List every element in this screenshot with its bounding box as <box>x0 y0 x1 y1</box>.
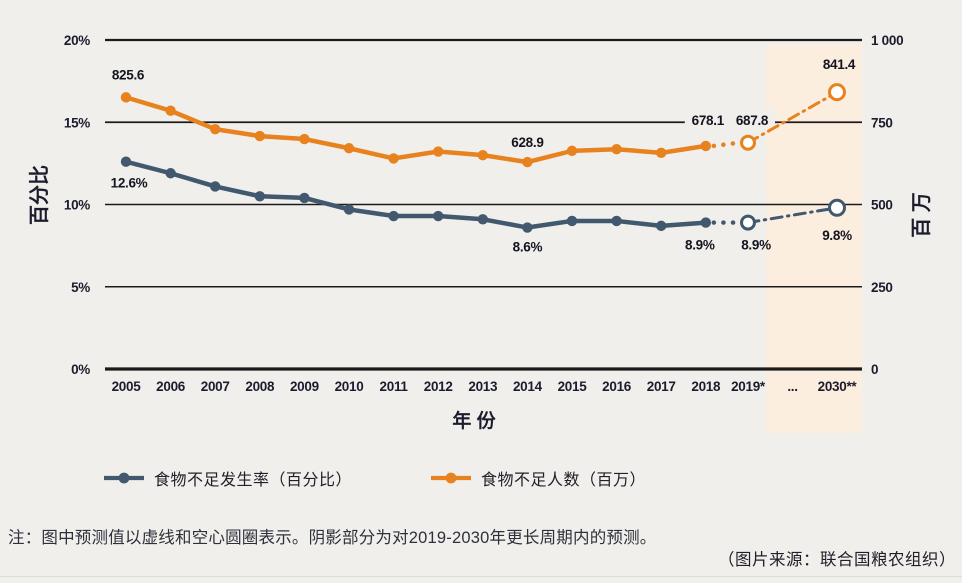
image-source-credit: （图片来源：联合国粮农组织） <box>718 551 956 569</box>
series-undernourished-number-label-2019*: 687.8 <box>736 113 769 128</box>
series-undernourishment-rate-label-2030**: 9.8% <box>822 228 852 243</box>
series-undernourished-number-label-2005: 825.6 <box>112 67 145 82</box>
series-undernourished-number-line <box>125 95 707 165</box>
y-left-tick-5%: 5% <box>71 280 90 295</box>
series-undernourishment-rate-label-2014: 8.6% <box>513 240 543 255</box>
legend-item-undernourished-number: 食物不足人数（百万） <box>430 466 646 490</box>
series-undernourishment-rate-point-2008 <box>254 191 265 202</box>
series-undernourished-number-point-2006 <box>165 105 176 116</box>
data-label-bg <box>729 109 775 125</box>
y-left-tick-0%: 0% <box>71 362 90 377</box>
series-undernourishment-rate-point-2018 <box>700 217 711 228</box>
series-undernourished-number-point-2014 <box>522 156 533 168</box>
series-undernourished-number-point-2008 <box>254 130 265 142</box>
series-undernourishment-rate-point-2016 <box>611 215 622 227</box>
x-tick-2016: 2016 <box>602 379 632 394</box>
x-tick-2018: 2018 <box>691 379 721 394</box>
series-undernourishment-rate-forecast-point-2019* <box>740 214 756 231</box>
series-undernourishment-rate-label-2019*: 8.9% <box>741 238 771 253</box>
series-undernourished-number-dashdot-forecast-segment <box>746 90 839 145</box>
series-undernourished-number-forecast-point-2030** <box>828 83 846 102</box>
x-tick-2005: 2005 <box>112 379 142 394</box>
legend-label-undernourished-number: 食物不足人数（百万） <box>481 472 647 489</box>
series-undernourished-number-dotted-forecast-segment <box>711 140 742 149</box>
x-tick-2013: 2013 <box>468 379 498 394</box>
series-undernourishment-rate-point-2014 <box>522 222 533 233</box>
y-left-tick-10%: 10% <box>64 198 90 213</box>
series-undernourished-number-label-2018: 678.1 <box>692 113 725 128</box>
series-undernourished-number-point-2005 <box>120 92 132 103</box>
series-undernourishment-rate-forecast-point-2030** <box>828 198 846 217</box>
series-undernourished-number-point-2016 <box>611 144 622 155</box>
x-axis-title: 年 份 <box>452 411 496 432</box>
x-tick-2019*: 2019* <box>731 379 766 394</box>
series-undernourishment-rate-point-2015 <box>566 215 578 227</box>
x-tick-2008: 2008 <box>245 379 275 394</box>
chart-footnote: 注：图中预测值以虚线和空心圆圈表示。阴影部分为对2019-2030年更长周期内的… <box>8 529 657 547</box>
series-undernourished-number-label-2030**: 841.4 <box>823 57 856 72</box>
legend: 食物不足发生率（百分比） 食物不足人数（百万） <box>103 466 646 490</box>
series-undernourishment-rate-point-2012 <box>433 210 444 222</box>
series-undernourishment-rate-point-2006 <box>165 168 176 179</box>
legend-marker-rate-icon <box>104 472 144 484</box>
series-undernourished-number-point-2012 <box>433 146 444 157</box>
series-undernourished-number-forecast-point-2019* <box>740 134 756 151</box>
y-right-tick-250: 250 <box>871 280 893 295</box>
x-tick-2006: 2006 <box>156 379 186 394</box>
x-tick-2009: 2009 <box>290 379 319 394</box>
series-undernourished-number-point-2018 <box>700 140 711 152</box>
series-undernourishment-rate-line <box>125 159 706 230</box>
bottom-divider <box>0 576 962 577</box>
data-label-bg <box>684 109 731 125</box>
series-undernourishment-rate-point-2009 <box>299 192 310 204</box>
x-tick-2007: 2007 <box>201 379 230 394</box>
legend-item-undernourishment-rate: 食物不足发生率（百分比） <box>103 466 352 490</box>
y-left-tick-20%: 20% <box>64 33 90 48</box>
series-undernourished-number-point-2013 <box>477 149 488 161</box>
series-undernourishment-rate-point-2010 <box>343 204 355 215</box>
series-undernourishment-rate-dashdot-forecast-segment <box>746 206 839 225</box>
x-tick-2012: 2012 <box>424 379 453 394</box>
series-undernourished-number-point-2010 <box>343 143 355 154</box>
legend-marker-number-icon <box>431 472 472 484</box>
series-undernourishment-rate-point-2013 <box>477 214 488 225</box>
series-undernourishment-rate-point-2007 <box>210 181 221 192</box>
y-left-tick-15%: 15% <box>64 115 90 130</box>
series-undernourished-number-point-2011 <box>388 153 399 164</box>
series-undernourished-number-point-2009 <box>299 133 310 145</box>
x-tick-ellipsis: ... <box>787 379 797 394</box>
legend-label-undernourishment-rate: 食物不足发生率（百分比） <box>154 472 353 489</box>
left-axis-title: 百分比 <box>29 165 51 225</box>
series-undernourished-number-label-2014: 628.9 <box>511 135 543 150</box>
series-undernourishment-rate-point-2017 <box>656 220 667 232</box>
series-undernourished-number-point-2015 <box>566 145 578 157</box>
series-undernourished-number-point-2007 <box>210 123 221 135</box>
series-undernourished-number-point-2017 <box>656 147 667 159</box>
y-right-tick-0: 0 <box>871 362 878 377</box>
y-right-tick-500: 500 <box>871 198 893 213</box>
series-undernourishment-rate-point-2011 <box>388 210 399 222</box>
series-undernourishment-rate-label-2018: 8.9% <box>685 238 715 253</box>
y-right-tick-1 000: 1 000 <box>871 33 903 48</box>
x-tick-2010: 2010 <box>335 379 364 394</box>
x-tick-2014: 2014 <box>513 379 543 394</box>
series-undernourishment-rate-label-2005: 12.6% <box>111 176 148 191</box>
x-tick-2017: 2017 <box>647 379 676 394</box>
x-tick-2015: 2015 <box>558 379 588 394</box>
x-tick-2030**: 2030** <box>818 379 858 394</box>
right-axis-title: 百 万 <box>911 192 933 238</box>
chart-canvas: 0% 5% 10% 15% 20% 0 250 500 750 1 000 2005 2006 2007… <box>64 33 904 433</box>
series-undernourishment-rate-point-2005 <box>120 156 132 167</box>
y-right-tick-750: 750 <box>871 115 893 130</box>
x-tick-2011: 2011 <box>380 379 409 394</box>
